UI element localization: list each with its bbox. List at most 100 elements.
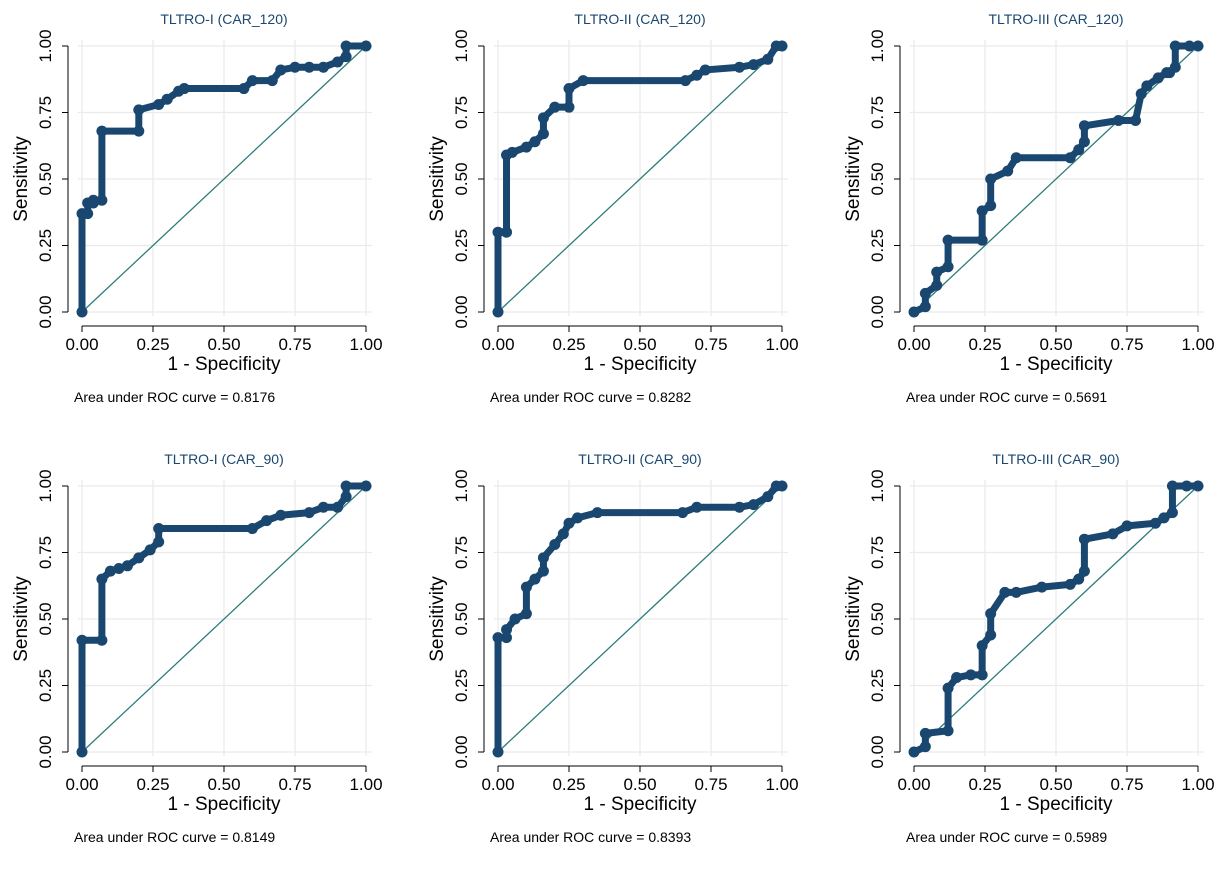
x-tick-label: 0.50 [623, 775, 656, 794]
x-axis-title: 1 - Specificity [584, 794, 697, 815]
roc-point [529, 573, 541, 585]
roc-point [563, 83, 575, 95]
roc-point [332, 56, 344, 68]
roc-point [976, 234, 988, 246]
x-tick-label: 1.00 [1181, 335, 1214, 354]
roc-point [919, 741, 931, 753]
roc-point [776, 480, 788, 492]
y-tick-label: 0.00 [452, 295, 471, 328]
y-tick-label: 0.00 [452, 735, 471, 768]
roc-curve-line [494, 482, 786, 756]
y-tick-label: 1.00 [868, 29, 887, 62]
roc-point [144, 544, 156, 556]
y-tick-label: 0.25 [36, 669, 55, 702]
auc-label: Area under ROC curve = 0.8149 [74, 829, 275, 845]
panel-title: TLTRO-II (CAR_90) [578, 451, 701, 467]
roc-point [104, 565, 116, 577]
auc-label: Area under ROC curve = 0.8393 [490, 829, 691, 845]
roc-point [492, 746, 504, 758]
roc-point [506, 146, 518, 158]
x-tick-label: 1.00 [1181, 775, 1214, 794]
y-tick-label: 0.50 [36, 162, 55, 195]
x-tick-label: 0.25 [968, 335, 1001, 354]
roc-point [96, 125, 108, 137]
roc-point [691, 69, 703, 81]
roc-point [776, 40, 788, 52]
roc-point [1135, 88, 1147, 100]
reference-diagonal-line [81, 485, 367, 753]
roc-panel-2: 0.00 0.00 0.25 0.25 0.50 0.50 0.75 0.75 1.00 1.00… [416, 0, 832, 440]
roc-point [942, 261, 954, 273]
roc-point [76, 746, 88, 758]
y-tick-label: 0.00 [36, 735, 55, 768]
roc-point [976, 205, 988, 217]
roc-point [492, 306, 504, 318]
reference-diagonal-line [913, 485, 1199, 753]
roc-point [557, 528, 569, 540]
roc-point [492, 632, 504, 644]
x-tick-label: 0.00 [65, 335, 98, 354]
roc-point [1036, 581, 1048, 593]
roc-point [1107, 528, 1119, 540]
roc-point [261, 515, 273, 527]
roc-point [317, 61, 329, 73]
x-tick-label: 1.00 [765, 775, 798, 794]
roc-point [76, 634, 88, 646]
roc-point [1064, 152, 1076, 164]
roc-point [360, 480, 372, 492]
roc-point [520, 608, 532, 620]
y-tick-label: 0.25 [452, 229, 471, 262]
x-tick-label: 0.25 [136, 775, 169, 794]
y-tick-label: 0.25 [868, 669, 887, 702]
roc-point [942, 234, 954, 246]
x-tick-label: 0.50 [207, 335, 240, 354]
roc-chart-svg: 0.00 0.00 0.25 0.25 0.50 0.50 0.75 0.75 1.00 1.00… [11, 11, 383, 405]
y-tick-label: 0.75 [36, 536, 55, 569]
x-tick-label: 0.75 [694, 775, 727, 794]
roc-point [748, 59, 760, 71]
roc-point [501, 624, 513, 636]
x-tick-label: 0.50 [207, 775, 240, 794]
x-tick-label: 0.75 [278, 335, 311, 354]
roc-chart-svg: 0.00 0.00 0.25 0.25 0.50 0.50 0.75 0.75 1.00 1.00… [427, 451, 799, 845]
x-tick-label: 0.00 [897, 335, 930, 354]
y-tick-label: 0.50 [868, 602, 887, 635]
roc-point [942, 725, 954, 737]
roc-point [303, 507, 315, 519]
roc-point [340, 51, 352, 63]
y-tick-label: 0.00 [868, 735, 887, 768]
auc-label: Area under ROC curve = 0.5691 [906, 389, 1107, 405]
x-axis-title: 1 - Specificity [584, 354, 697, 375]
reference-diagonal-line [497, 485, 783, 753]
roc-panel-3: 0.00 0.00 0.25 0.25 0.50 0.50 0.75 0.75 1.00 1.00… [832, 0, 1218, 440]
roc-chart-grid: 0.00 0.00 0.25 0.25 0.50 0.50 0.75 0.75 1.00 1.00… [11, 0, 1218, 845]
roc-point [153, 99, 165, 111]
roc-point [549, 101, 561, 113]
roc-point [1141, 80, 1153, 92]
roc-point [699, 64, 711, 76]
y-axis-title: Sensitivity [427, 136, 448, 222]
reference-diagonal-line [497, 45, 783, 313]
roc-point [82, 208, 94, 220]
y-axis-title: Sensitivity [843, 576, 864, 662]
roc-point [537, 565, 549, 577]
x-tick-label: 0.25 [552, 335, 585, 354]
roc-point [1149, 517, 1161, 529]
roc-point [976, 669, 988, 681]
roc-panel-5: 0.00 0.00 0.25 0.25 0.50 0.50 0.75 0.75 1.00 1.00… [416, 440, 832, 880]
roc-point [289, 61, 301, 73]
roc-point [999, 586, 1011, 598]
x-tick-label: 1.00 [349, 335, 382, 354]
roc-point [537, 552, 549, 564]
y-tick-label: 0.00 [36, 295, 55, 328]
roc-point [153, 536, 165, 548]
roc-point [275, 509, 287, 521]
x-tick-label: 0.50 [1039, 775, 1072, 794]
y-tick-label: 0.25 [868, 229, 887, 262]
roc-point [563, 101, 575, 113]
roc-point [87, 194, 99, 206]
x-tick-label: 0.25 [136, 335, 169, 354]
x-axis-title: 1 - Specificity [168, 354, 281, 375]
roc-point [549, 539, 561, 551]
x-axis-title: 1 - Specificity [1000, 354, 1113, 375]
